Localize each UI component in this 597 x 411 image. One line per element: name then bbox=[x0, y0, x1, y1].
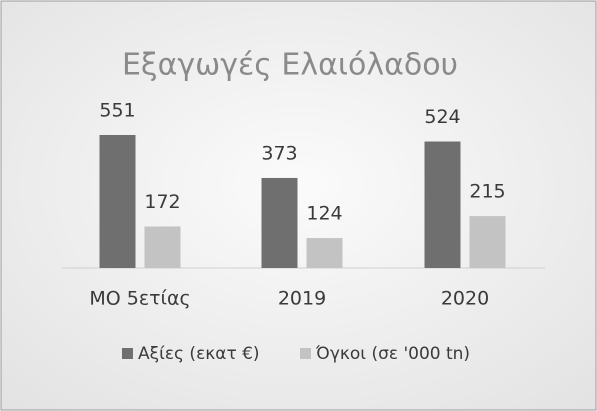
data-label: 215 bbox=[469, 181, 505, 203]
x-tick-label: 2020 bbox=[441, 288, 489, 310]
legend-label: Όγκοι (σε '000 tn) bbox=[315, 344, 470, 364]
data-label: 524 bbox=[424, 106, 460, 128]
legend-swatch bbox=[300, 348, 311, 359]
bar bbox=[469, 216, 506, 268]
legend-swatch bbox=[122, 348, 133, 359]
bar bbox=[306, 238, 343, 268]
chart-title: Εξαγωγές Ελαιόλαδου bbox=[122, 48, 458, 83]
x-tick-label: ΜΟ 5ετίας bbox=[89, 288, 190, 310]
bar bbox=[99, 134, 136, 268]
data-label: 172 bbox=[144, 191, 180, 213]
bar bbox=[424, 141, 461, 268]
bar bbox=[261, 177, 298, 268]
data-label: 551 bbox=[99, 99, 135, 121]
data-label: 124 bbox=[306, 203, 342, 225]
data-label: 373 bbox=[261, 142, 297, 164]
legend-label: Αξίες (εκατ €) bbox=[138, 344, 260, 364]
x-tick-label: 2019 bbox=[278, 288, 326, 310]
bar bbox=[144, 226, 181, 268]
